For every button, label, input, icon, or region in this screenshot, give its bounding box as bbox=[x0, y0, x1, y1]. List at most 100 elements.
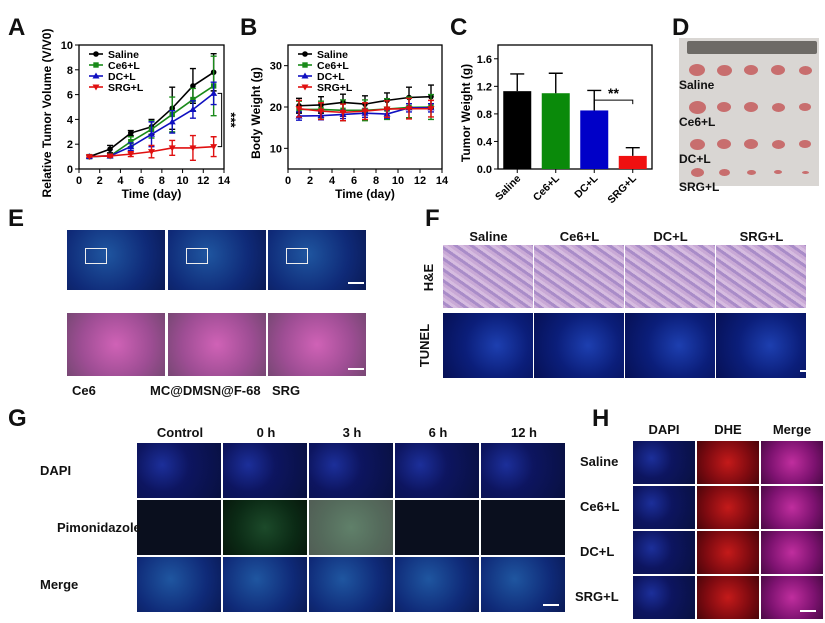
column-header: 3 h bbox=[342, 425, 362, 440]
tumor bbox=[717, 102, 731, 112]
data-point bbox=[189, 145, 197, 152]
column-header: Saline bbox=[469, 229, 508, 244]
micrograph bbox=[309, 443, 393, 498]
tumor bbox=[801, 170, 809, 174]
data-point bbox=[210, 144, 218, 151]
ruler bbox=[687, 41, 817, 54]
x-tick-label: 8 bbox=[159, 175, 165, 187]
row-label: Ce6+L bbox=[580, 499, 620, 514]
panel-label-a: A bbox=[8, 14, 26, 41]
tumor bbox=[798, 65, 812, 75]
legend-marker bbox=[92, 84, 100, 91]
panel-label-g: G bbox=[8, 405, 27, 432]
micrograph bbox=[697, 486, 759, 529]
bar-Saline bbox=[503, 91, 532, 169]
tumor bbox=[771, 102, 785, 112]
legend-marker bbox=[301, 72, 309, 79]
micrograph bbox=[633, 441, 695, 484]
data-point bbox=[106, 153, 114, 160]
data-point bbox=[427, 106, 435, 113]
x-tick-label: 14 bbox=[218, 175, 231, 187]
micrograph bbox=[481, 557, 565, 612]
micrograph bbox=[309, 500, 393, 555]
sample-label: MC@DMSN@F-68 bbox=[150, 383, 261, 398]
tumor bbox=[799, 140, 811, 148]
row-label: SRG+L bbox=[575, 589, 619, 604]
legend-marker bbox=[93, 62, 99, 68]
significance-bracket bbox=[593, 99, 634, 105]
scale-bar bbox=[348, 368, 364, 370]
micrograph bbox=[481, 443, 565, 498]
data-point bbox=[85, 154, 93, 161]
he-image bbox=[534, 245, 624, 308]
column-header: DAPI bbox=[648, 422, 680, 437]
micrograph bbox=[761, 441, 823, 484]
micrograph bbox=[223, 500, 307, 555]
data-point bbox=[168, 145, 176, 152]
panel-label-h: H bbox=[592, 405, 610, 432]
y-tick-label: 8 bbox=[67, 65, 73, 77]
panel-label-e: E bbox=[8, 205, 25, 232]
micrograph bbox=[309, 557, 393, 612]
row-label: H&E bbox=[421, 263, 437, 292]
zoom-region-box bbox=[85, 248, 107, 264]
group-label-SRG+L: SRG+L bbox=[679, 180, 720, 194]
x-tick-label: Ce6+L bbox=[531, 172, 562, 203]
y-axis-label: Relative Tumor Volume (V/V0) bbox=[40, 29, 54, 198]
zoomed-image bbox=[67, 313, 165, 376]
zoomed-image bbox=[268, 313, 366, 376]
tunel-image bbox=[534, 313, 624, 378]
significance-bracket bbox=[217, 92, 223, 148]
tumor bbox=[716, 64, 732, 76]
data-point bbox=[148, 149, 155, 156]
error-bar bbox=[625, 146, 640, 156]
legend-entry: DC+L bbox=[317, 71, 345, 83]
y-tick-label: 2 bbox=[67, 139, 73, 151]
tumor bbox=[774, 170, 782, 174]
tumor bbox=[771, 65, 785, 75]
y-tick-label: 30 bbox=[270, 61, 282, 73]
x-tick-label: SRG+L bbox=[605, 172, 639, 205]
x-tick-label: 12 bbox=[414, 175, 426, 187]
group-label-DC+L: DC+L bbox=[679, 152, 711, 166]
data-point bbox=[295, 106, 303, 113]
x-tick-label: 0 bbox=[285, 175, 291, 187]
micrograph bbox=[395, 557, 479, 612]
panel-label-d: D bbox=[672, 14, 690, 41]
x-tick-label: 4 bbox=[117, 175, 124, 187]
x-tick-label: 10 bbox=[176, 175, 188, 187]
data-point bbox=[127, 143, 135, 150]
data-point bbox=[127, 130, 134, 136]
panel-label-b: B bbox=[240, 14, 258, 41]
y-tick-label: 10 bbox=[270, 143, 282, 155]
tunel-image bbox=[443, 313, 533, 378]
data-point bbox=[189, 105, 197, 112]
legend-entry: SRG+L bbox=[317, 82, 353, 94]
column-header: SRG+L bbox=[739, 229, 784, 244]
legend-entry: Ce6+L bbox=[108, 60, 140, 72]
tumor bbox=[744, 65, 758, 75]
bar-SRG+L bbox=[618, 155, 647, 169]
zoom-region-box bbox=[286, 248, 308, 264]
x-tick-label: 0 bbox=[76, 175, 82, 187]
y-tick-label: 10 bbox=[61, 40, 73, 52]
micrograph bbox=[697, 531, 759, 574]
data-point bbox=[148, 130, 155, 137]
x-tick-label: 2 bbox=[307, 175, 313, 187]
data-point bbox=[361, 108, 369, 115]
micrograph bbox=[633, 531, 695, 574]
y-tick-label: 0.0 bbox=[477, 164, 492, 176]
micrograph bbox=[633, 486, 695, 529]
column-header: DC+L bbox=[653, 229, 688, 244]
he-image bbox=[625, 245, 715, 308]
row-label: DAPI bbox=[40, 463, 72, 478]
micrograph bbox=[761, 531, 823, 574]
data-point bbox=[383, 106, 391, 113]
zoomed-image bbox=[168, 313, 266, 376]
x-tick-label: 6 bbox=[351, 175, 357, 187]
column-header: 0 h bbox=[256, 425, 276, 440]
data-point bbox=[128, 139, 134, 145]
data-point bbox=[339, 109, 347, 116]
data-point bbox=[107, 146, 113, 152]
row-label: DC+L bbox=[580, 544, 615, 559]
